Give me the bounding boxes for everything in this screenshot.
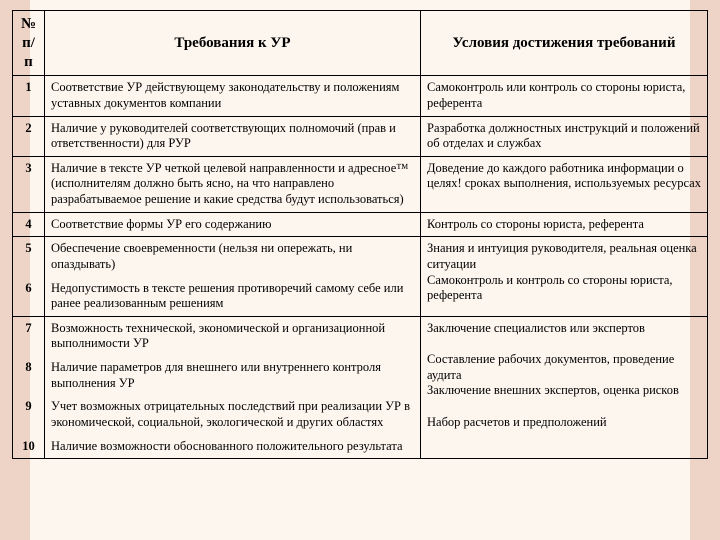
requirement-text: Недопустимость в тексте решения противор…	[45, 277, 421, 317]
requirement-text: Соответствие формы УР его содержанию	[45, 212, 421, 237]
row-number: 5	[13, 237, 45, 277]
page: № п/п Требования к УР Условия достижения…	[0, 0, 720, 469]
row-number: 4	[13, 212, 45, 237]
row-number: 3	[13, 156, 45, 212]
table-row: 1Соответствие УР действующему законодате…	[13, 76, 708, 116]
row-number: 10	[13, 435, 45, 459]
table-row: 2Наличие у руководителей соответствующих…	[13, 116, 708, 156]
condition-text: Заключение специалистов или экспертов Со…	[421, 316, 708, 458]
col-header-num: № п/п	[13, 11, 45, 76]
requirements-table: № п/п Требования к УР Условия достижения…	[12, 10, 708, 459]
requirement-text: Наличие в тексте УР четкой целевой напра…	[45, 156, 421, 212]
requirement-text: Наличие возможности обоснованного положи…	[45, 435, 421, 459]
row-number: 6	[13, 277, 45, 317]
row-number: 9	[13, 395, 45, 434]
requirement-text: Наличие у руководителей соответствующих …	[45, 116, 421, 156]
col-header-cond: Условия достижения требований	[421, 11, 708, 76]
row-number: 8	[13, 356, 45, 395]
table-row: 5Обеспечение своевременности (нельзя ни …	[13, 237, 708, 277]
condition-text: Доведение до каждого работника информаци…	[421, 156, 708, 212]
col-header-req: Требования к УР	[45, 11, 421, 76]
row-number: 2	[13, 116, 45, 156]
requirement-text: Возможность технической, экономической и…	[45, 316, 421, 356]
condition-text: Знания и интуиция руководителя, реальная…	[421, 237, 708, 317]
table-row: 3Наличие в тексте УР четкой целевой напр…	[13, 156, 708, 212]
requirement-text: Наличие параметров для внешнего или внут…	[45, 356, 421, 395]
condition-text: Разработка должностных инструкций и поло…	[421, 116, 708, 156]
requirement-text: Учет возможных отрицательных последствий…	[45, 395, 421, 434]
row-number: 1	[13, 76, 45, 116]
requirement-text: Соответствие УР действующему законодател…	[45, 76, 421, 116]
table-header-row: № п/п Требования к УР Условия достижения…	[13, 11, 708, 76]
requirement-text: Обеспечение своевременности (нельзя ни о…	[45, 237, 421, 277]
condition-text: Контроль со стороны юриста, референта	[421, 212, 708, 237]
table-body: 1Соответствие УР действующему законодате…	[13, 76, 708, 459]
condition-text: Самоконтроль или контроль со стороны юри…	[421, 76, 708, 116]
table-row: 7Возможность технической, экономической …	[13, 316, 708, 356]
row-number: 7	[13, 316, 45, 356]
table-row: 4Соответствие формы УР его содержаниюКон…	[13, 212, 708, 237]
